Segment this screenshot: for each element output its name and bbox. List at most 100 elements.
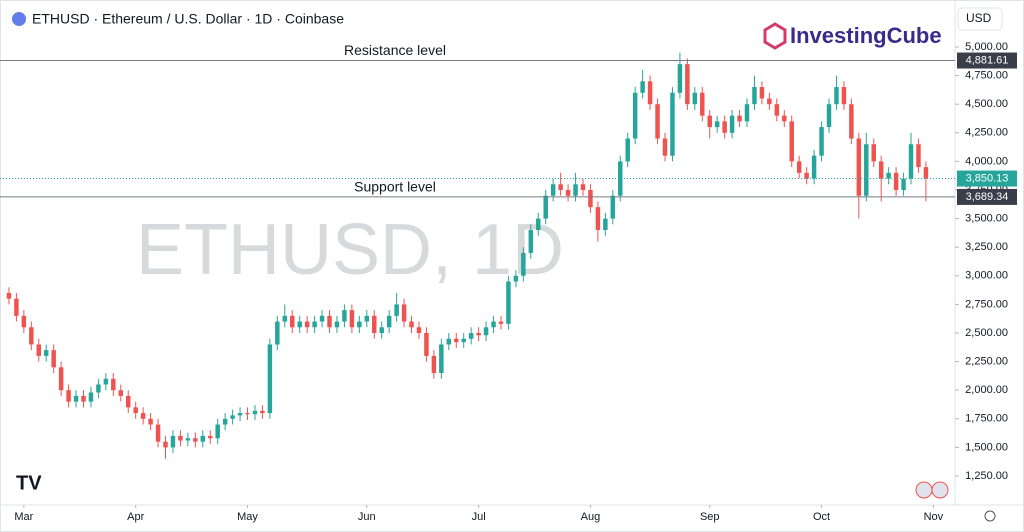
candle-body [43,350,49,356]
candle-body [767,98,772,105]
candle-body [461,338,466,343]
eth-icon [12,12,26,26]
candle-body [491,321,496,328]
y-tick-label: 4,250.00 [965,127,1008,139]
candle-body [625,138,630,162]
candle-body [550,184,556,196]
candle-body [580,184,586,190]
candle-body [595,207,601,231]
candle-body [290,315,295,328]
candle-body [632,92,638,139]
candle-body [662,138,668,156]
candle-body [424,332,429,356]
candle-body [752,87,757,105]
y-tick-label: 3,500.00 [965,213,1008,225]
candle-body [864,144,869,196]
candle-body [163,441,168,448]
flag-icon [931,481,949,499]
candle-body [893,172,899,190]
candle-body [431,355,437,374]
candle-body [655,104,660,139]
candle-body [878,161,884,179]
candle-body [111,378,116,391]
candle-body [364,315,370,322]
candle-body [96,384,101,393]
currency-button[interactable] [957,7,1003,31]
candle-body [744,104,750,122]
settings-icon[interactable] [984,510,996,522]
candle-body [647,81,653,105]
candle-body [342,310,347,322]
candle-body [304,321,310,328]
candle-body [148,418,153,425]
candle-body [841,87,847,105]
candle-body [454,338,459,343]
y-tick-label: 2,750.00 [965,298,1008,310]
candle-body [640,81,645,93]
candle-body [230,415,235,419]
candle-body [275,321,280,345]
candle-body [215,424,220,439]
candle-body [222,418,228,425]
candle-body [670,92,675,156]
candle-body [468,332,474,339]
candle-body [118,390,124,396]
candle-body [692,92,698,105]
candle-body [685,64,690,105]
candle-body [834,87,839,105]
candle-body [207,435,213,439]
watermark: ETHUSD, 1D [136,210,564,290]
x-tick-label: Apr [127,511,144,523]
candle-body [528,230,534,253]
candle-body [759,87,765,99]
candle-body [133,407,138,414]
candle-body [252,410,258,415]
candle-body [409,321,414,328]
candle-body [789,121,794,162]
candle-body [543,195,548,219]
y-tick-label: 3,000.00 [965,270,1008,282]
tv-logo: TV [16,472,42,494]
candle-body [282,315,288,322]
candle-body [178,435,183,441]
level-tag [957,188,1017,205]
candle-body [707,115,712,128]
candle-body [513,275,519,282]
candle-body [886,172,891,179]
x-tick-label: May [237,511,258,523]
candle-body [73,395,79,402]
candle-body [573,184,578,196]
candle-body [819,127,824,156]
candle-body [677,64,683,93]
candle-body [506,281,511,324]
y-tick-label: 4,000.00 [965,155,1008,167]
candle-body [386,315,392,328]
level-text: Support level [354,179,436,195]
candle-body [6,292,12,299]
candle-body [849,104,854,139]
candle-body [826,104,832,128]
y-tick-label: 1,500.00 [965,441,1008,453]
x-tick-label: Mar [14,511,33,523]
candle-body [29,327,34,345]
candle-body [36,344,42,356]
candle-body [610,195,616,219]
candle-body [51,350,56,368]
candle-body [245,413,250,415]
chart-title: ETHUSD · Ethereum / U.S. Dollar · 1D · C… [32,11,344,27]
x-tick-label: Jul [472,511,486,523]
y-tick-label: 1,250.00 [965,470,1008,482]
candle-body [170,435,176,448]
candle-body [446,338,452,345]
candle-body [103,378,109,385]
currency[interactable]: USD [966,11,992,25]
candle-body [916,144,921,168]
candle-body [200,435,206,442]
candle-body [267,344,273,414]
candle-body [185,438,191,441]
candle-body [521,252,526,276]
candle-body [14,298,19,316]
candle-body [125,395,131,408]
candle-body [327,315,332,328]
candle-body [334,321,340,328]
